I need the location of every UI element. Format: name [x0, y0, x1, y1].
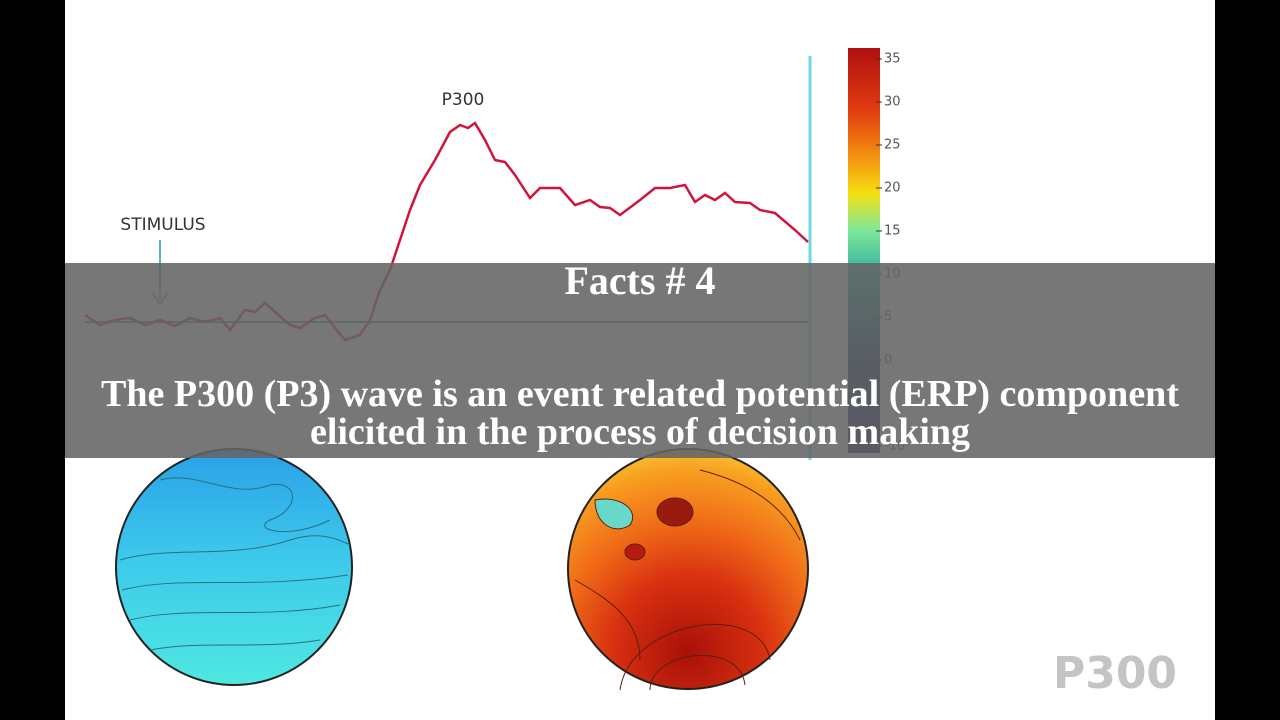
- caption-overlay: Facts # 4 The P300 (P3) wave is an event…: [65, 258, 1215, 458]
- colorbar-tick-label: 20: [884, 181, 901, 196]
- stimulus-label: STIMULUS: [120, 215, 205, 235]
- colorbar-tick-label: 30: [884, 95, 901, 110]
- caption-title: Facts # 4: [564, 258, 716, 303]
- colorbar-tick-label: 35: [884, 52, 901, 67]
- colorbar-tick-label: 15: [884, 224, 901, 239]
- peak-label: P300: [442, 90, 485, 110]
- caption-line: elicited in the process of decision maki…: [309, 411, 971, 453]
- watermark: P300: [1053, 648, 1177, 699]
- contours-early: [119, 477, 351, 651]
- colorbar-tick-label: 25: [884, 138, 901, 153]
- contours-p300: [574, 469, 801, 691]
- topo-map-p300: [567, 448, 809, 690]
- caption-line: The P300 (P3) wave is an event related p…: [101, 373, 1179, 415]
